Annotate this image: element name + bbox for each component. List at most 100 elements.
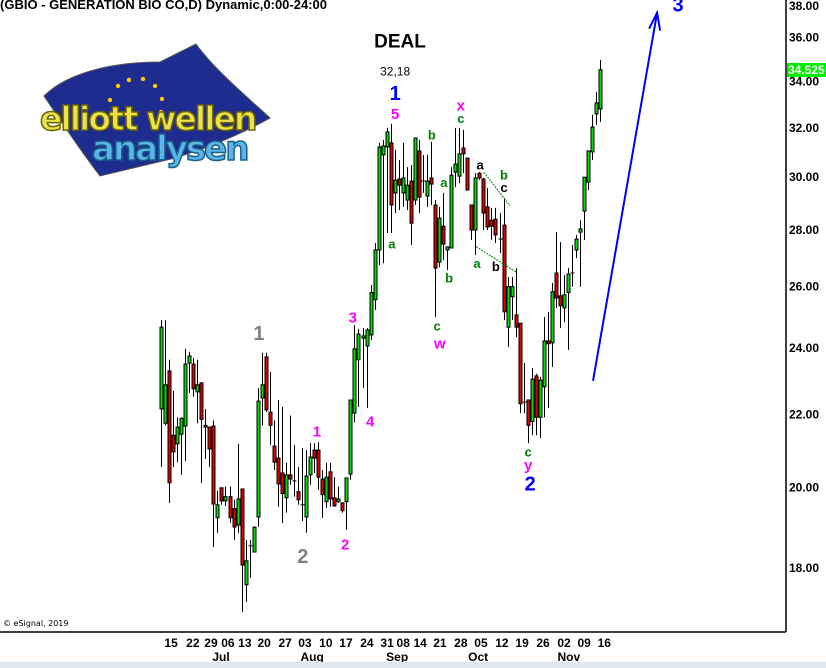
- date-tick-label: 09: [577, 636, 591, 650]
- candle-body-down: [232, 508, 237, 528]
- candle-body-up: [365, 329, 370, 347]
- candle-body-up: [183, 363, 188, 427]
- candle: [369, 284, 374, 340]
- price-tick-label: 18.00: [789, 561, 819, 575]
- candle: [429, 141, 434, 206]
- candle: [284, 462, 289, 513]
- candle-body-up: [381, 145, 386, 156]
- candle-body-down: [207, 426, 212, 450]
- arrow-head-icon: [648, 9, 662, 31]
- candle: [187, 351, 192, 393]
- candle: [449, 167, 454, 249]
- candle: [465, 157, 470, 191]
- date-tick-label: 02: [557, 636, 571, 650]
- candle-body-up: [373, 249, 378, 301]
- price-tick-label: 36.00: [789, 31, 819, 45]
- chart-title: (GBIO - GENERATION BIO CO,D) Dynamic,0:0…: [0, 0, 327, 12]
- price-tick-label: 26.00: [789, 280, 819, 294]
- wave-label: 3: [672, 0, 683, 16]
- candle: [171, 390, 176, 468]
- wave-label: 5: [391, 106, 399, 123]
- candle: [413, 137, 418, 206]
- eu-stars-icon: [107, 76, 165, 127]
- candle: [538, 376, 543, 439]
- candle: [506, 277, 511, 347]
- candle: [348, 399, 353, 480]
- candle: [582, 176, 587, 240]
- candle: [586, 150, 591, 191]
- time-axis: 15 22 29 06 13 20 27 03 10 17 24 31 08 14 21 28 05 12 19 26…: [164, 636, 611, 664]
- candle: [473, 173, 478, 255]
- candle: [252, 526, 257, 553]
- candle-body-up: [425, 180, 430, 197]
- candle-body-up: [369, 292, 374, 336]
- candle: [518, 322, 523, 414]
- candle: [344, 477, 349, 530]
- candle: [223, 486, 228, 506]
- candle: [493, 207, 498, 243]
- candle-body-down: [264, 356, 269, 411]
- candle: [381, 139, 386, 264]
- candle-body-up: [163, 384, 168, 424]
- candle: [191, 357, 196, 397]
- candle: [179, 417, 184, 475]
- candle-body-up: [566, 273, 571, 294]
- candle: [385, 127, 390, 234]
- candle-body-down: [469, 204, 474, 231]
- candle-body-down: [489, 219, 494, 227]
- candle-body-up: [344, 477, 349, 503]
- date-tick-label: 15: [164, 636, 178, 650]
- candle-body-down: [211, 425, 216, 505]
- wave-label: c: [525, 444, 532, 459]
- price-tick-label: 24.00: [789, 341, 819, 355]
- candle-body-down: [340, 502, 345, 512]
- candle-body-down: [199, 382, 204, 420]
- candle: [288, 415, 293, 485]
- candle-body-up: [542, 340, 547, 388]
- candle: [405, 167, 410, 211]
- candle: [489, 207, 494, 240]
- candle-body-up: [356, 333, 361, 361]
- candle: [352, 325, 357, 423]
- candle: [248, 540, 253, 578]
- candle-body-up: [393, 179, 398, 194]
- wave-label: y: [524, 457, 533, 474]
- candle: [570, 244, 575, 287]
- bottom-scrollbar[interactable]: [0, 662, 826, 668]
- candle-body-down: [268, 411, 273, 426]
- candle: [373, 242, 378, 310]
- candle-body-down: [320, 478, 325, 496]
- candle: [590, 114, 595, 161]
- candle: [340, 502, 345, 513]
- candle: [389, 123, 394, 234]
- candles-layer: [159, 59, 603, 613]
- eu-flag-icon: [43, 43, 271, 177]
- candle-body-down: [280, 472, 285, 495]
- candle: [163, 320, 168, 426]
- candle: [477, 172, 482, 181]
- candle: [510, 277, 515, 321]
- candle-body-down: [240, 488, 245, 566]
- candle-body-down: [461, 147, 466, 155]
- price-axis: 18.00 20.00 22.00 24.00 26.00 28.00 30.00 32.00…: [789, 0, 819, 575]
- wave-label: 3: [349, 309, 357, 326]
- date-tick-label: 10: [319, 636, 333, 650]
- candle-body-up: [453, 163, 458, 173]
- candle-body-down: [276, 457, 281, 485]
- candle-body-up: [308, 456, 313, 476]
- candle-body-down: [389, 142, 394, 206]
- wave-label: c: [457, 111, 464, 126]
- candle-body-up: [449, 174, 454, 249]
- month-label: Oct: [468, 650, 488, 664]
- candle: [175, 417, 180, 463]
- candle: [304, 450, 309, 533]
- candle-body-up: [336, 498, 341, 503]
- candle: [312, 443, 317, 474]
- candle: [485, 188, 490, 230]
- candle: [542, 317, 547, 418]
- copyright-text: © eSignal, 2019: [3, 619, 69, 628]
- candle-body-up: [203, 424, 208, 428]
- wave-label: 1: [253, 323, 264, 345]
- candle-body-up: [457, 153, 462, 177]
